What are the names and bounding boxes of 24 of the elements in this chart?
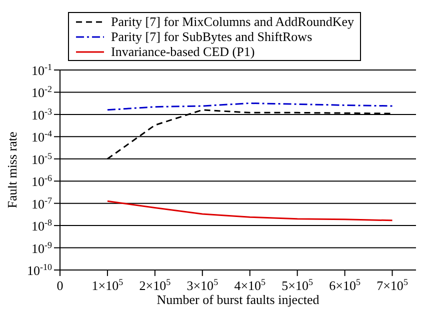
y-tick-label: 10$^{-1}$ [32, 62, 52, 78]
x-axis-title: Number of burst faults injected [156, 292, 320, 307]
y-tick-label: 10$^{-5}$ [32, 150, 52, 167]
x-tick-label: 2×10$^{5}$ [139, 277, 172, 293]
y-tick-label: 10$^{-8}$ [32, 218, 52, 234]
x-tick-label: 1×10$^{5}$ [92, 277, 124, 293]
y-tick-label: 10$^{-4}$ [32, 128, 52, 145]
legend-label: Invariance-based CED (P1) [110, 44, 256, 59]
y-tick-label: 10$^{-9}$ [32, 240, 52, 256]
line-series [106, 102, 394, 111]
y-tick-label: 10$^{-3}$ [32, 106, 52, 122]
y-tick-label: 10$^{-6}$ [32, 173, 52, 190]
x-tick-label: 4×10$^{5}$ [234, 277, 266, 293]
x-tick-label: 6×10$^{5}$ [329, 277, 361, 293]
line-series [106, 200, 394, 222]
legend-label: Parity [7] for MixColumns and AddRoundKey [110, 14, 354, 29]
x-tick-label: 5×10$^{5}$ [282, 277, 314, 293]
x-tick-label: 7×10$^{5}$ [376, 277, 408, 293]
x-tick-label: 3×10$^{5}$ [186, 277, 219, 293]
x-tick-label: 0 [56, 278, 64, 293]
y-tick-label: 10$^{-2}$ [32, 84, 52, 100]
y-tick-label: 10$^{-10}$ [27, 262, 52, 278]
legend-label: Parity [7] for SubBytes and ShiftRows [110, 29, 314, 44]
y-tick-label: 10$^{-7}$ [32, 195, 52, 212]
